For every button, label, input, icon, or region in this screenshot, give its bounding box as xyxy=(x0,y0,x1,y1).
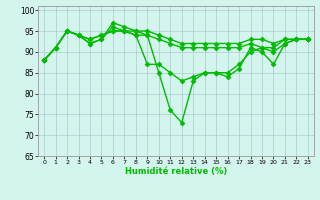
X-axis label: Humidité relative (%): Humidité relative (%) xyxy=(125,167,227,176)
